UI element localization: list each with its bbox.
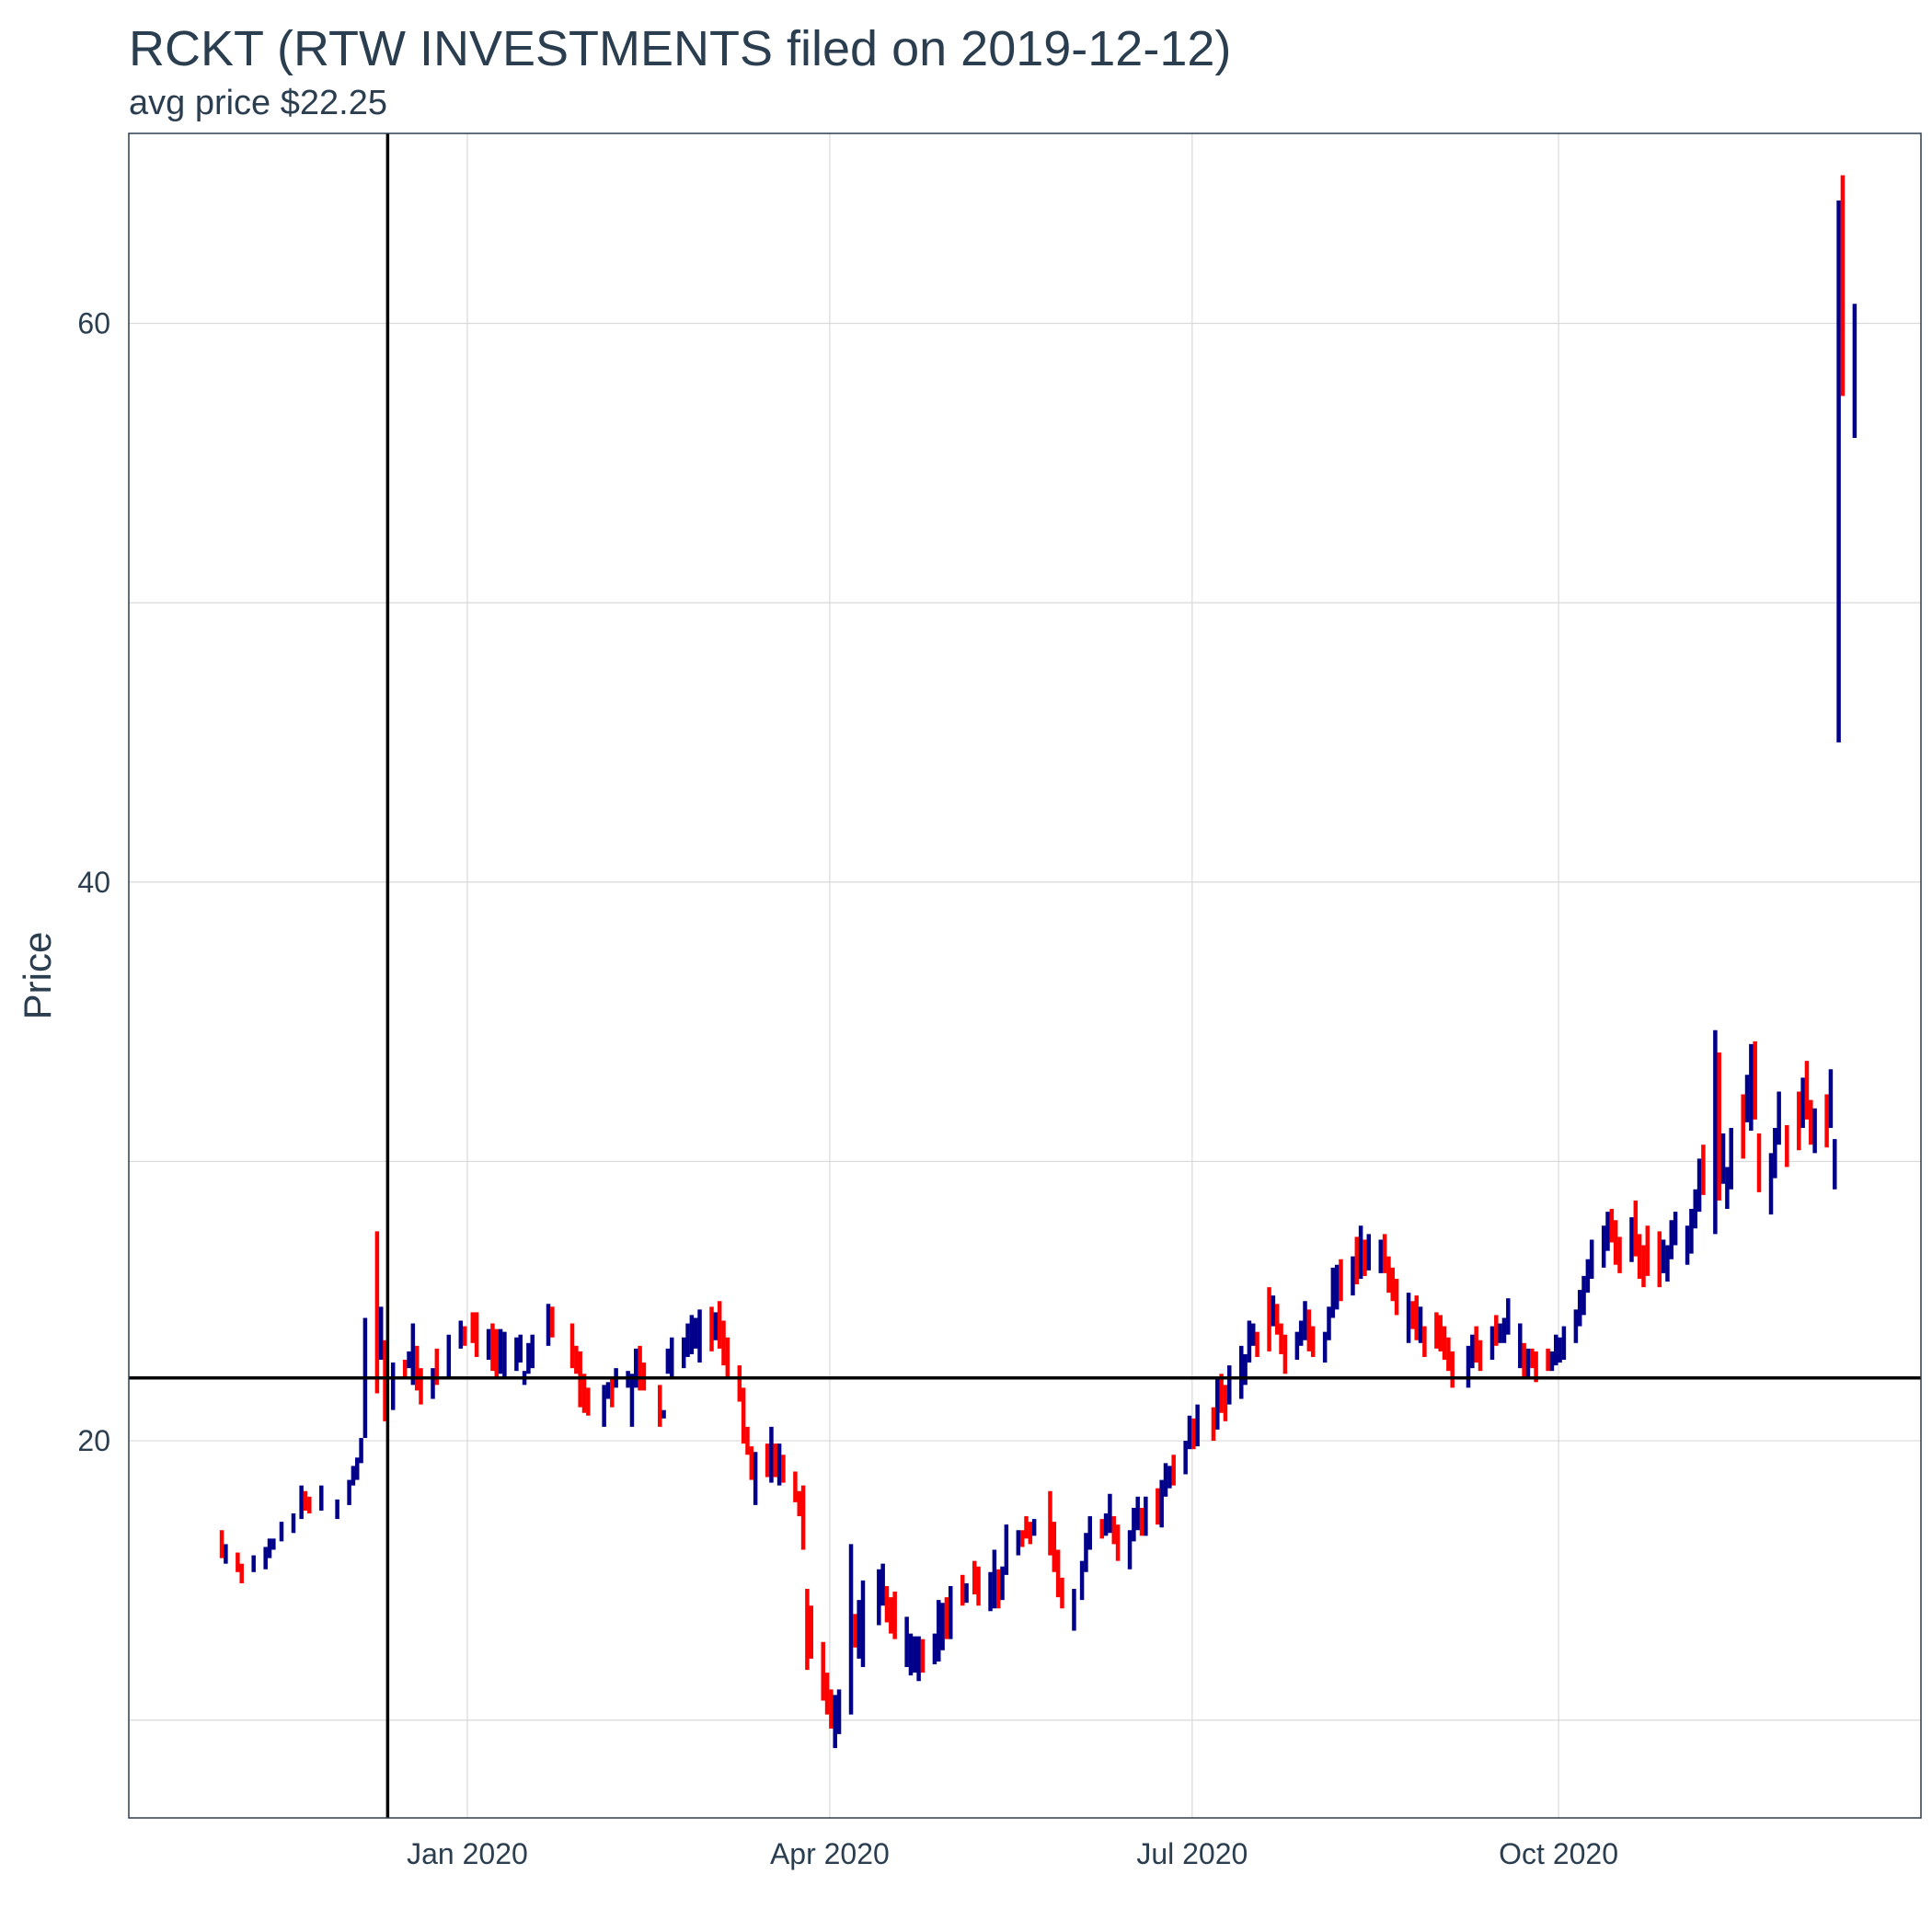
x-tick-label: Apr 2020: [770, 1837, 890, 1870]
y-axis-ticks: 20 40 60: [77, 306, 110, 1457]
chart-title: RCKT (RTW INVESTMENTS filed on 2019-12-1…: [129, 21, 1232, 76]
reference-lines: [129, 133, 1921, 1818]
grid-lines: [129, 133, 1921, 1818]
price-bars: [219, 175, 1857, 1749]
x-tick-label: Oct 2020: [1499, 1837, 1618, 1870]
y-tick-label: 60: [77, 306, 110, 339]
plot-panel-border: [128, 132, 1922, 1819]
chart-subtitle: avg price $22.25: [129, 84, 387, 122]
y-tick-label: 40: [77, 866, 110, 899]
y-axis-label: Price: [16, 932, 59, 1020]
x-axis-ticks: Jan 2020 Apr 2020 Jul 2020 Oct 2020: [407, 1837, 1618, 1870]
x-tick-label: Jan 2020: [407, 1837, 528, 1870]
x-tick-label: Jul 2020: [1136, 1837, 1248, 1870]
y-tick-label: 20: [77, 1424, 110, 1457]
